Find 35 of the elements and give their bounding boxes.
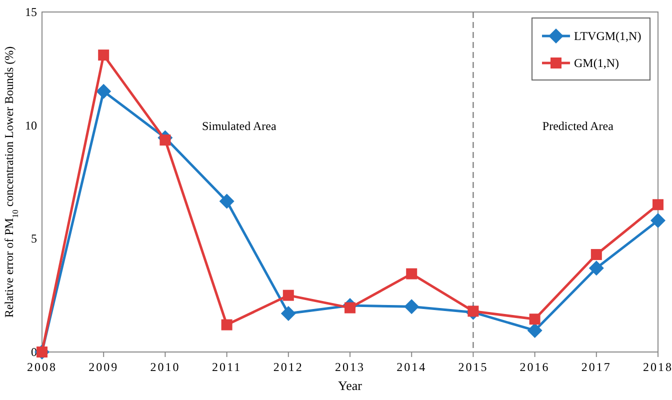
- x-tick-label: 2014: [396, 360, 427, 374]
- point: [221, 319, 232, 330]
- point: [344, 302, 356, 314]
- x-tick-label: 2018: [643, 360, 672, 374]
- y-tick-label: 10: [25, 118, 37, 132]
- point: [590, 249, 602, 260]
- annotation: Simulated Area: [202, 118, 277, 133]
- point: [650, 213, 666, 228]
- x-tick-label: 2015: [458, 360, 488, 374]
- annotation: Predicted Area: [542, 118, 614, 133]
- point: [96, 84, 112, 99]
- x-tick-label: 2017: [581, 360, 612, 374]
- x-tick-label: 2008: [27, 360, 57, 374]
- point: [219, 194, 234, 209]
- point: [160, 134, 171, 146]
- point: [404, 299, 420, 314]
- point: [280, 306, 296, 321]
- y-tick-label: 5: [31, 232, 37, 246]
- x-tick-label: 2016: [520, 360, 550, 374]
- point: [588, 260, 604, 276]
- y-tick-label: 15: [25, 5, 37, 19]
- point: [282, 290, 294, 301]
- x-tick-label: 2009: [88, 360, 119, 374]
- x-tick-label: 2010: [150, 360, 180, 374]
- point: [527, 322, 542, 338]
- x-axis-title: Year: [338, 378, 363, 393]
- legend-label: GM(1,N): [574, 56, 619, 70]
- point: [406, 268, 418, 280]
- point: [98, 50, 110, 61]
- legend-label: LTVGM(1,N): [574, 29, 642, 43]
- x-tick-label: 2011: [212, 360, 242, 374]
- x-tick-label: 2012: [273, 360, 304, 374]
- point: [652, 199, 664, 210]
- x-tick-label: 2013: [335, 360, 365, 374]
- point: [529, 314, 540, 325]
